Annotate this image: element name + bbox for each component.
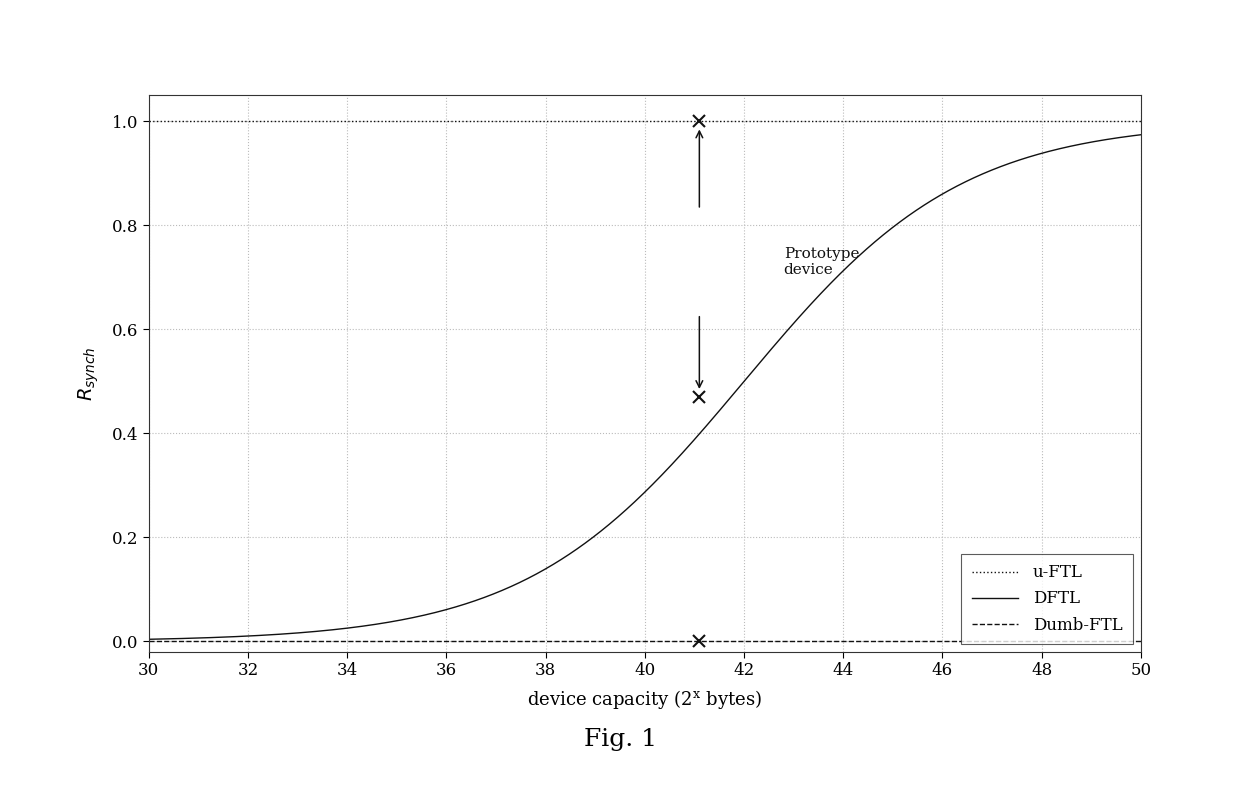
DFTL [923, 196, 937, 206]
Legend: u-FTL, DFTL, Dumb-FTL: u-FTL, DFTL, Dumb-FTL [961, 553, 1133, 644]
X-axis label: device capacity (2$^\mathregular{x}$ bytes): device capacity (2$^\mathregular{x}$ byt… [527, 688, 763, 711]
DFTL [624, 500, 639, 510]
DFTL [1133, 130, 1148, 140]
DFTL [141, 634, 156, 644]
Text: Prototype
device: Prototype device [784, 246, 859, 277]
Text: Fig. 1: Fig. 1 [584, 728, 656, 750]
Y-axis label: $R_{synch}$: $R_{synch}$ [77, 347, 100, 401]
DFTL [1104, 134, 1118, 144]
DFTL [1105, 134, 1120, 143]
DFTL [192, 633, 207, 642]
Line: DFTL: DFTL [149, 135, 1141, 639]
DFTL [598, 523, 613, 533]
